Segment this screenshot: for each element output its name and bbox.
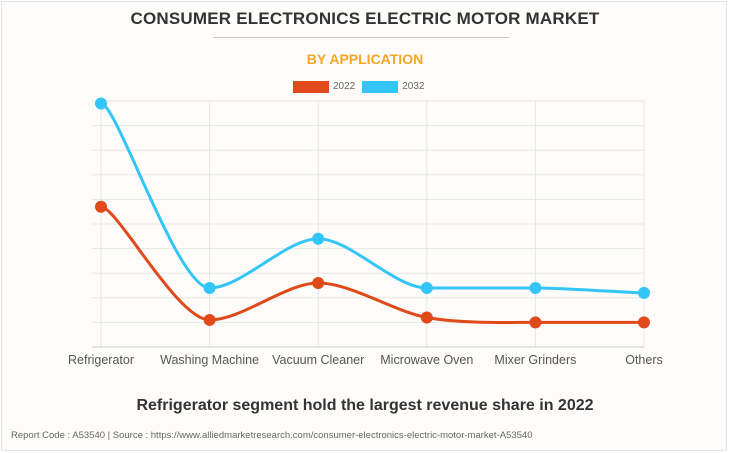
title-divider [213, 37, 509, 38]
data-point-2022 [529, 316, 542, 329]
data-point-2022 [312, 277, 325, 290]
chart-caption: Refrigerator segment hold the largest re… [136, 397, 594, 414]
data-point-2022 [95, 200, 107, 213]
data-point-2032 [95, 97, 107, 110]
x-tick-label: Microwave Oven [380, 353, 473, 367]
legend: 2022 2032 [293, 80, 432, 93]
data-point-2032 [529, 281, 542, 294]
chart-title: CONSUMER ELECTRONICS ELECTRIC MOTOR MARK… [130, 9, 600, 28]
chart-subtitle: BY APPLICATION [306, 51, 424, 67]
data-point-2032 [420, 281, 433, 294]
source-note: Report Code : A53540 | Source : https://… [11, 430, 533, 441]
legend-swatch-2032 [362, 80, 399, 93]
x-tick-label: Refrigerator [68, 353, 134, 367]
legend-swatch-2022 [293, 80, 329, 93]
legend-label-2022: 2022 [333, 81, 356, 92]
data-point-2022 [203, 313, 216, 326]
x-tick-label: Washing Machine [160, 353, 259, 367]
data-point-2022 [638, 316, 650, 329]
x-tick-label: Mixer Grinders [494, 353, 576, 367]
x-tick-label: Others [625, 353, 663, 367]
legend-label-2032: 2032 [402, 81, 425, 92]
data-point-2032 [312, 232, 325, 245]
series-line-2032 [100, 101, 645, 295]
data-point-2032 [638, 286, 650, 299]
x-tick-label: Vacuum Cleaner [272, 353, 364, 367]
data-point-2032 [203, 281, 216, 294]
data-point-2022 [420, 311, 433, 324]
